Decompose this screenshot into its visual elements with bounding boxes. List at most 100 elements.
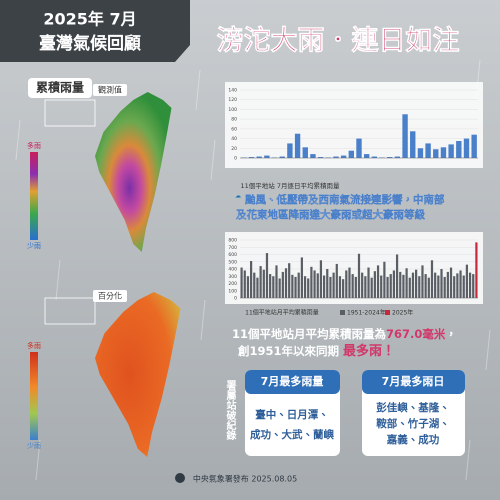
bar [449, 267, 453, 298]
legend-label: 1951-2024年 [347, 309, 386, 317]
bar [246, 276, 250, 298]
bar [316, 273, 319, 298]
bar [300, 257, 303, 298]
bar [471, 134, 477, 158]
box-line: 臺中、日月潭、 [255, 408, 329, 421]
bar [342, 279, 345, 298]
record-line: 11個平地站月平均累積雨量為767.0毫米， [232, 327, 457, 341]
bar [329, 276, 332, 298]
bar [459, 270, 462, 298]
bar [294, 133, 301, 158]
map-sublabel-box [93, 290, 127, 302]
bar [248, 157, 255, 158]
bar [256, 156, 262, 158]
record-line: 創1951年以來同期 最多雨！ [238, 343, 395, 359]
bar [307, 278, 310, 298]
summary-line: 颱風、低壓帶及西南氣流接連影響，中南部 [245, 193, 445, 206]
bar [448, 144, 454, 158]
bar [415, 269, 418, 298]
map-sublabel: 百分化 [98, 291, 122, 301]
box-title: 7月最多雨量 [261, 374, 324, 388]
record-line2: 創1951年以來同期 [238, 344, 343, 358]
taiwan-percentile-map [95, 292, 181, 457]
bar [387, 157, 393, 158]
y-tick-label: 200 [228, 281, 237, 287]
bar [253, 272, 256, 298]
legend-bottom: 少雨 [27, 242, 41, 250]
bar [269, 274, 272, 298]
y-tick-label: 500 [228, 259, 237, 265]
y-tick-label: 120 [228, 97, 237, 103]
bar [386, 276, 389, 298]
chart-title: 11個平地站 7月逐日平均累積雨量 [241, 181, 340, 190]
bar [373, 271, 376, 298]
y-tick-label: 20 [231, 146, 237, 152]
inset-frame [44, 99, 96, 127]
bar [319, 260, 323, 298]
bar [433, 149, 439, 158]
bar [333, 156, 339, 158]
map-label: 累積雨量 [36, 80, 84, 95]
bar [380, 275, 383, 298]
bar [302, 147, 308, 158]
bar [475, 242, 478, 298]
bar [399, 271, 402, 298]
y-tick-label: 400 [228, 267, 237, 273]
bar [443, 276, 446, 298]
bar [278, 278, 281, 298]
box-title: 7月最多雨日 [382, 374, 445, 388]
bar [351, 274, 354, 298]
bar [310, 154, 316, 158]
y-tick-label: 0 [234, 296, 237, 302]
y-tick-label: 80 [231, 117, 237, 123]
y-tick-label: 0 [234, 156, 237, 162]
color-scale [30, 152, 38, 240]
bar [463, 138, 470, 158]
legend-label: 2025年 [392, 309, 413, 317]
y-tick-label: 60 [231, 126, 237, 132]
bar [256, 277, 259, 298]
y-tick-label: 100 [228, 288, 237, 294]
legend-swatch [340, 310, 345, 315]
icon: ☁ [235, 193, 241, 200]
logo [175, 473, 185, 483]
bar [249, 261, 253, 298]
y-tick-label: 600 [228, 252, 237, 258]
bar [392, 270, 396, 298]
bar [340, 155, 347, 158]
bar [446, 271, 449, 298]
bar [421, 265, 424, 298]
inset-frame [44, 297, 96, 325]
bar [361, 272, 364, 298]
y-tick-label: 100 [228, 107, 237, 113]
bar [437, 275, 440, 298]
bar [272, 276, 275, 298]
map-label-box [28, 78, 92, 98]
y-tick-label: 40 [231, 136, 237, 142]
map-sublabel-box [93, 84, 127, 96]
bar [405, 268, 408, 298]
taiwan-rain-map [95, 92, 172, 252]
bar [430, 260, 434, 298]
bar [402, 114, 408, 158]
bar [424, 274, 427, 298]
bar [348, 267, 351, 298]
bar [354, 276, 357, 298]
bar [468, 272, 472, 298]
bar [453, 276, 456, 298]
bar [275, 265, 278, 298]
bar [297, 272, 300, 298]
box-line: 嘉義、成功 [386, 433, 440, 446]
bar [262, 269, 265, 298]
record-emphasis: 最多雨！ [343, 343, 395, 359]
bar [364, 276, 367, 298]
legend-top: 多雨 [27, 341, 41, 350]
bar [322, 275, 326, 298]
bar [317, 157, 324, 158]
bar [279, 156, 285, 158]
bar [338, 276, 342, 298]
bar [418, 276, 421, 298]
bar [291, 274, 294, 298]
side-label: 署屬站破紀錄 [224, 380, 237, 441]
